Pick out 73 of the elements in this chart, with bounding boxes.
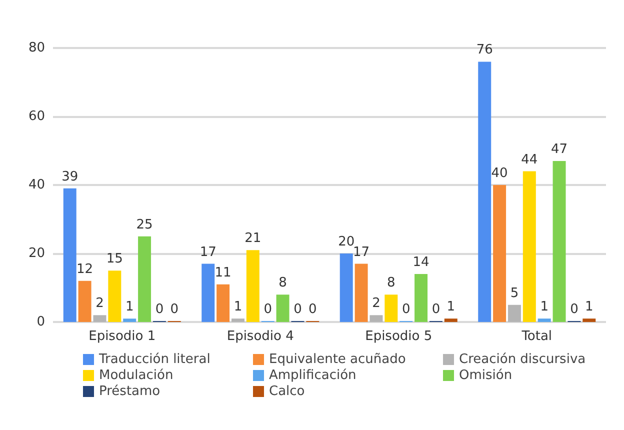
- bar: [384, 294, 398, 322]
- data-label: 12: [76, 262, 94, 277]
- y-tick-label: 60: [28, 109, 45, 124]
- x-tick-label: Episodio 4: [226, 329, 294, 344]
- data-label: 1: [234, 300, 242, 315]
- data-label: 76: [476, 42, 493, 58]
- x-tick-label: Episodio 5: [365, 329, 432, 344]
- bar: [123, 318, 136, 322]
- bar: [522, 171, 536, 322]
- data-label: 17: [353, 244, 370, 260]
- data-label: 17: [200, 244, 216, 260]
- data-label: 8: [387, 276, 396, 291]
- legend-label: Creación discursiva: [459, 352, 586, 367]
- legend-label: Calco: [269, 384, 305, 399]
- data-label: 0: [170, 302, 179, 317]
- data-label: 0: [294, 302, 302, 317]
- data-label: 0: [264, 302, 272, 317]
- bar: [354, 264, 368, 322]
- data-label: 0: [402, 302, 410, 317]
- bar: [340, 254, 353, 322]
- bar: [246, 250, 260, 322]
- y-tick-label: 40: [28, 178, 45, 192]
- y-tick-label: 80: [28, 40, 45, 56]
- bar: [78, 280, 92, 322]
- legend-label: Traducción literal: [98, 352, 210, 367]
- data-label: 1: [540, 300, 548, 315]
- bar: [63, 188, 76, 322]
- bar: [108, 270, 122, 322]
- data-label: 0: [155, 302, 164, 317]
- x-tick-label: Total: [520, 329, 552, 344]
- legend-label: Equivalente acuñado: [269, 352, 406, 367]
- data-label: 0: [570, 302, 578, 317]
- bar: [493, 185, 506, 322]
- bar: [370, 315, 383, 322]
- data-label: 2: [96, 296, 104, 312]
- data-label: 8: [278, 276, 287, 291]
- data-label: 40: [491, 166, 508, 181]
- data-label: 0: [432, 302, 440, 317]
- bar: [478, 62, 492, 322]
- x-tick-label: Episodio 1: [88, 329, 156, 344]
- bar: [414, 274, 428, 322]
- data-label: 15: [106, 252, 123, 267]
- data-label: 11: [214, 265, 232, 280]
- data-label: 5: [510, 286, 519, 301]
- data-label: 20: [338, 234, 355, 250]
- y-tick-label: 0: [36, 314, 45, 330]
- data-label: 25: [136, 217, 153, 232]
- bar: [231, 318, 244, 322]
- y-tick-label: 20: [28, 246, 45, 261]
- legend-label: Omisión: [459, 368, 512, 383]
- bar: [444, 318, 458, 322]
- legend-label: Modulación: [99, 368, 174, 383]
- data-label: 0: [308, 302, 317, 317]
- bar: [508, 304, 521, 322]
- bar: [93, 315, 106, 322]
- legend-label: Amplificación: [269, 368, 356, 383]
- bar: [216, 284, 230, 322]
- bar: [138, 236, 152, 322]
- data-label: 1: [446, 300, 456, 315]
- data-label: 14: [412, 255, 430, 270]
- bar: [276, 294, 290, 322]
- bar: [202, 264, 215, 322]
- bar: [582, 318, 596, 322]
- data-label: 39: [62, 169, 78, 184]
- data-label: 1: [125, 300, 134, 315]
- data-label: 1: [585, 300, 594, 315]
- legend-label: Préstamo: [99, 384, 160, 399]
- bar: [538, 318, 551, 322]
- data-label: 47: [551, 142, 568, 158]
- data-label: 21: [244, 231, 262, 246]
- data-label: 2: [372, 296, 380, 312]
- data-label: 44: [521, 152, 538, 168]
- bar: [552, 161, 566, 322]
